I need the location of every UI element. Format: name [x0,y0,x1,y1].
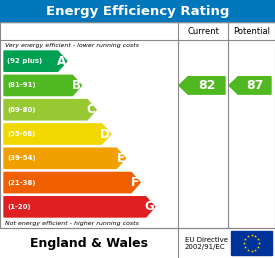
Text: Current: Current [187,27,219,36]
Text: (1-20): (1-20) [7,204,31,210]
Polygon shape [229,77,271,94]
Text: E: E [117,152,125,165]
Polygon shape [4,100,96,120]
Text: (21-38): (21-38) [7,180,35,186]
Text: 82: 82 [198,79,215,92]
Bar [231,231,272,255]
Text: B: B [72,79,81,92]
Text: C: C [86,103,95,116]
Polygon shape [4,172,140,193]
Text: Very energy efficient - lower running costs: Very energy efficient - lower running co… [5,43,139,47]
Text: (39-54): (39-54) [7,155,36,161]
Polygon shape [4,197,155,217]
Text: F: F [131,176,139,189]
Text: G: G [144,200,154,213]
Text: 87: 87 [246,79,263,92]
Text: EU Directive: EU Directive [185,237,228,243]
Polygon shape [4,75,81,95]
Polygon shape [4,51,67,71]
Text: (55-68): (55-68) [7,131,35,137]
Polygon shape [4,124,111,144]
Bar [0,22,275,228]
Text: 2002/91/EC: 2002/91/EC [185,244,226,250]
Text: Not energy efficient - higher running costs: Not energy efficient - higher running co… [5,221,139,225]
Text: (81-91): (81-91) [7,82,36,88]
Text: England & Wales: England & Wales [30,237,148,249]
Text: Potential: Potential [233,27,270,36]
Text: (92 plus): (92 plus) [7,58,42,64]
Bar [0,0,275,22]
Text: D: D [100,127,110,141]
Text: Energy Efficiency Rating: Energy Efficiency Rating [46,4,229,18]
Text: (69-80): (69-80) [7,107,35,113]
Polygon shape [179,77,225,94]
Polygon shape [4,148,125,168]
Text: A: A [57,55,66,68]
